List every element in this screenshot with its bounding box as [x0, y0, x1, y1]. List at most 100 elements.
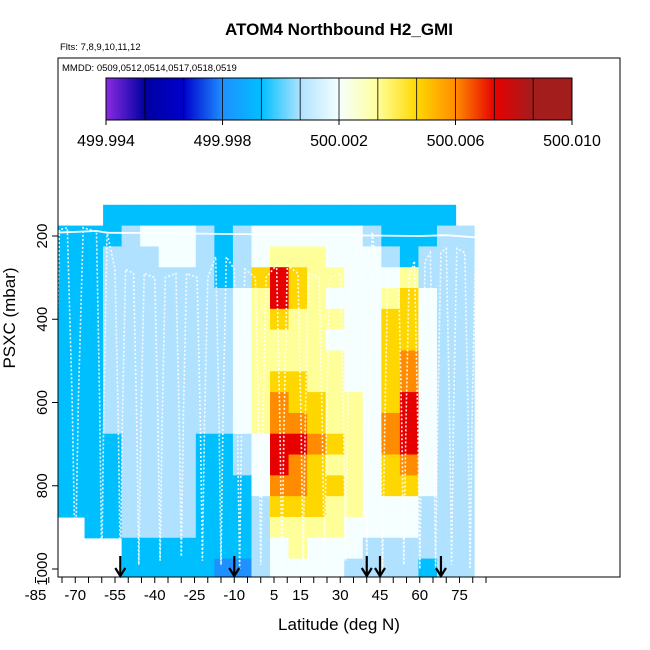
- heatmap-cell: [307, 392, 327, 414]
- heatmap-cell: [307, 267, 327, 289]
- heatmap-cell: [140, 329, 160, 352]
- heatmap-cell: [84, 412, 104, 435]
- heatmap-cell: [436, 308, 457, 331]
- heatmap-cell: [270, 204, 290, 227]
- heatmap-cell: [288, 246, 308, 268]
- heatmap-cell: [270, 496, 290, 518]
- heatmap-cell: [140, 267, 160, 289]
- heatmap-cell: [158, 558, 178, 577]
- heatmap-cell: [288, 225, 308, 247]
- heatmap-cell: [195, 204, 215, 227]
- heatmap-cell: [399, 371, 420, 393]
- heatmap-cell: [251, 308, 271, 331]
- heatmap-cell: [58, 246, 67, 268]
- heatmap-cell: [270, 558, 290, 577]
- heatmap-cell: [270, 454, 290, 476]
- heatmap-cell: [65, 412, 86, 435]
- heatmap-cell: [29, 455, 48, 476]
- colorbar-ticks: 499.994 499.998 500.002 500.006 500.010: [77, 120, 601, 150]
- heatmap-cell: [214, 308, 234, 331]
- heatmap-cell: [307, 516, 327, 539]
- heatmap-cell: [158, 329, 178, 352]
- heatmap-cell: [232, 267, 253, 289]
- heatmap-cell: [270, 246, 290, 268]
- heatmap-cell: [103, 267, 123, 289]
- heatmap-cell: [344, 204, 364, 227]
- heatmap-cell: [344, 516, 364, 539]
- heatmap-cell: [418, 558, 438, 577]
- heatmap-cell: [84, 433, 104, 456]
- heatmap-cell: [418, 288, 438, 310]
- heatmap-cell: [140, 288, 160, 310]
- heatmap-cell: [381, 308, 401, 331]
- heatmap-cell: [307, 246, 327, 268]
- heatmap-cell: [381, 516, 401, 539]
- heatmap-cell: [399, 288, 420, 310]
- heatmap-cell: [84, 475, 104, 497]
- heatmap-cell: [84, 496, 104, 518]
- flight-tracks: [58, 226, 487, 570]
- heatmap-cell: [436, 350, 457, 372]
- heatmap-cell: [362, 371, 382, 393]
- colorbar-tick-label: 499.994: [77, 133, 135, 150]
- heatmap-cell: [158, 475, 178, 497]
- heatmap-cell: [344, 350, 364, 372]
- heatmap-cell: [344, 392, 364, 414]
- heatmap-cell: [344, 267, 364, 289]
- heatmap-cell: [158, 308, 178, 331]
- heatmap-cell: [121, 288, 141, 310]
- heatmap-cell: [214, 454, 234, 476]
- heatmap-cell: [344, 412, 364, 435]
- heatmap-cell: [418, 392, 438, 414]
- heatmap-cell: [344, 371, 364, 393]
- heatmap-cell: [140, 392, 160, 414]
- heatmap-cell: [344, 558, 364, 577]
- heatmap-cell: [177, 308, 197, 331]
- y-axis-label: PSXC (mbar): [0, 267, 19, 368]
- heatmap-cell: [325, 496, 345, 518]
- heatmap-cell: [381, 537, 401, 560]
- heatmap-cell: [307, 329, 327, 352]
- heatmap-cell: [140, 246, 160, 268]
- heatmap-cell: [29, 434, 48, 455]
- heatmap-cell: [103, 308, 123, 331]
- heatmap-cell: [29, 371, 48, 392]
- heatmap-cell: [270, 308, 290, 331]
- heatmap-cell: [158, 433, 178, 456]
- heatmap-cell: [103, 350, 123, 372]
- heatmap-cell: [65, 371, 86, 393]
- heatmap-cell: [195, 246, 215, 268]
- y-tick-label: 600: [34, 390, 51, 415]
- heatmap-cell: [418, 537, 438, 560]
- heatmap-cell: [103, 246, 123, 268]
- heatmap-cell: [158, 225, 178, 247]
- launch-arrow-head: [360, 567, 373, 579]
- heatmap-cell: [121, 204, 141, 227]
- heatmap-cell: [455, 329, 475, 352]
- heatmap-cell: [325, 537, 345, 560]
- heatmap-cell: [58, 433, 67, 456]
- heatmap-cell: [158, 496, 178, 518]
- launch-arrow-head: [114, 567, 127, 579]
- x-tick-label: -55: [104, 587, 126, 604]
- heatmap-cell: [455, 350, 475, 372]
- heatmap-cell: [29, 350, 48, 371]
- heatmap-cell: [436, 433, 457, 456]
- heatmap-cell: [29, 413, 48, 434]
- heatmap-cell: [325, 558, 345, 577]
- heatmap-cell: [418, 329, 438, 352]
- heatmap-cell: [84, 371, 104, 393]
- x-axis-label: Latitude (deg N): [278, 615, 400, 634]
- heatmap-cell: [455, 371, 475, 393]
- launch-arrows: [114, 556, 447, 579]
- heatmap-cell: [29, 267, 48, 288]
- heatmap-cell: [177, 246, 197, 268]
- heatmap-cell: [140, 496, 160, 518]
- heatmap-cell: [381, 288, 401, 310]
- heatmap-cell: [232, 433, 253, 456]
- heatmap-cell: [344, 246, 364, 268]
- heatmap-cell: [307, 412, 327, 435]
- heatmap-cell: [455, 392, 475, 414]
- heatmap-cell: [177, 329, 197, 352]
- heatmap-cell: [288, 350, 308, 372]
